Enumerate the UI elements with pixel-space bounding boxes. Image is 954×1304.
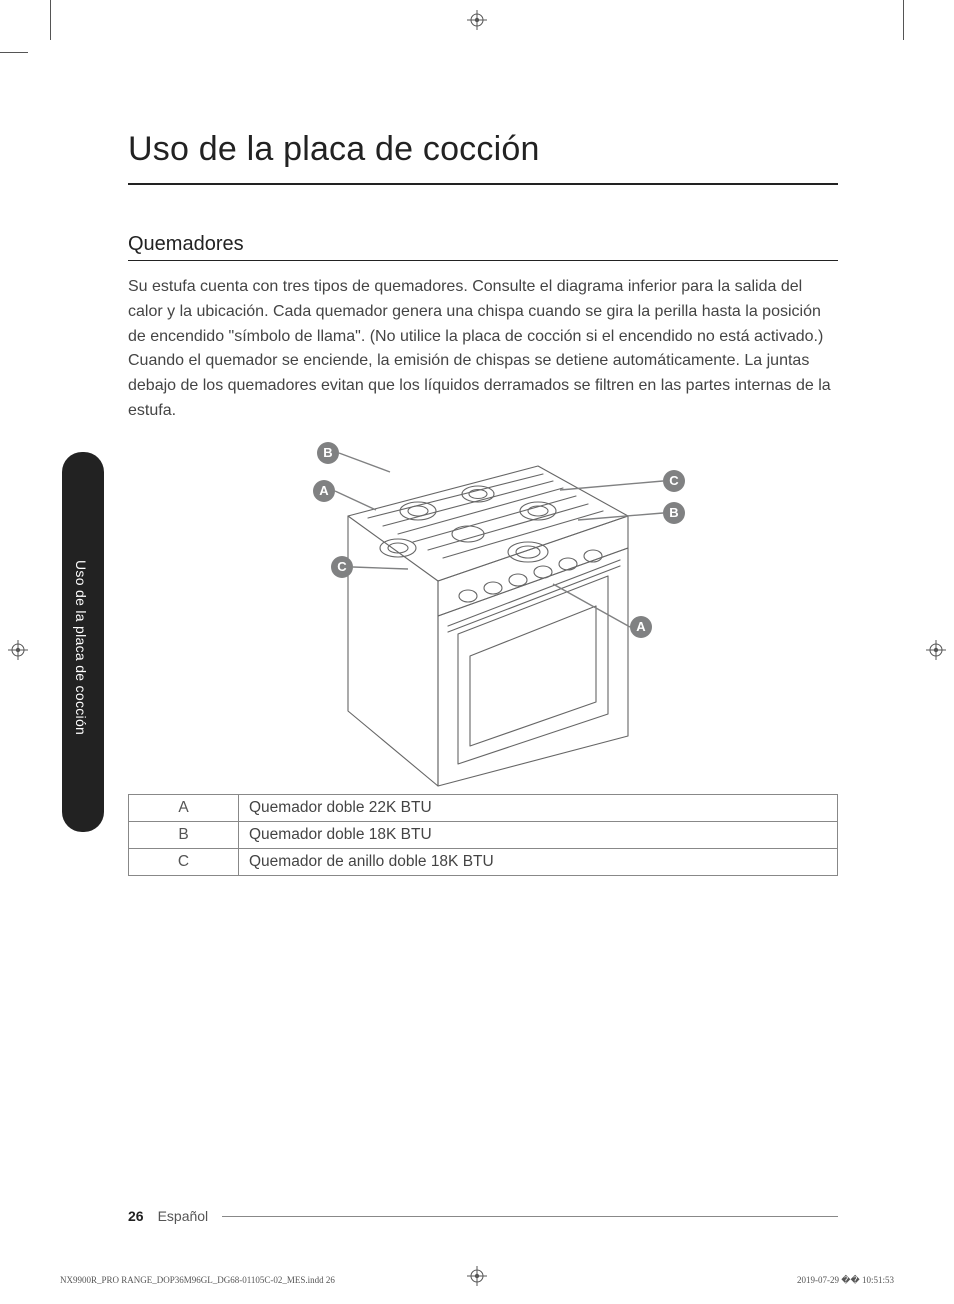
imprint-line: NX9900R_PRO RANGE_DOP36M96GL_DG68-01105C… (60, 1275, 894, 1286)
crop-mark (0, 52, 28, 53)
burner-table: A Quemador doble 22K BTU B Quemador dobl… (128, 794, 838, 876)
page-footer: 26 Español (128, 1208, 838, 1224)
stove-illustration (328, 456, 648, 796)
crop-mark (903, 0, 904, 40)
table-cell-key: B (129, 821, 239, 848)
registration-mark-icon (467, 10, 487, 30)
page-root: Uso de la placa de cocción Uso de la pla… (0, 0, 954, 1304)
table-cell-key: C (129, 848, 239, 875)
callout-label: C (331, 556, 353, 578)
table-cell-desc: Quemador doble 18K BTU (239, 821, 838, 848)
stove-diagram: B A C C B A (128, 434, 838, 794)
imprint-right: 2019-07-29 �� 10:51:53 (797, 1275, 894, 1286)
page-title: Uso de la placa de cocción (128, 130, 838, 169)
table-cell-key: A (129, 794, 239, 821)
content-area: Uso de la placa de cocción Quemadores Su… (128, 130, 838, 876)
section-rule (128, 260, 838, 261)
imprint-left: NX9900R_PRO RANGE_DOP36M96GL_DG68-01105C… (60, 1275, 335, 1286)
side-tab: Uso de la placa de cocción (62, 452, 104, 832)
footer-page-number: 26 (128, 1208, 144, 1224)
callout-label: B (663, 502, 685, 524)
title-rule (128, 183, 838, 185)
callout-label: A (313, 480, 335, 502)
callout-label: B (317, 442, 339, 464)
registration-mark-icon (926, 640, 946, 660)
table-row: C Quemador de anillo doble 18K BTU (129, 848, 838, 875)
crop-mark (50, 0, 51, 40)
side-tab-label: Uso de la placa de cocción (73, 560, 89, 735)
footer-language: Español (158, 1208, 209, 1224)
table-row: A Quemador doble 22K BTU (129, 794, 838, 821)
footer-rule (222, 1216, 838, 1217)
table-row: B Quemador doble 18K BTU (129, 821, 838, 848)
registration-mark-icon (8, 640, 28, 660)
section-heading: Quemadores (128, 233, 838, 256)
table-cell-desc: Quemador doble 22K BTU (239, 794, 838, 821)
section-paragraph: Su estufa cuenta con tres tipos de quema… (128, 275, 838, 424)
callout-label: C (663, 470, 685, 492)
table-cell-desc: Quemador de anillo doble 18K BTU (239, 848, 838, 875)
callout-label: A (630, 616, 652, 638)
